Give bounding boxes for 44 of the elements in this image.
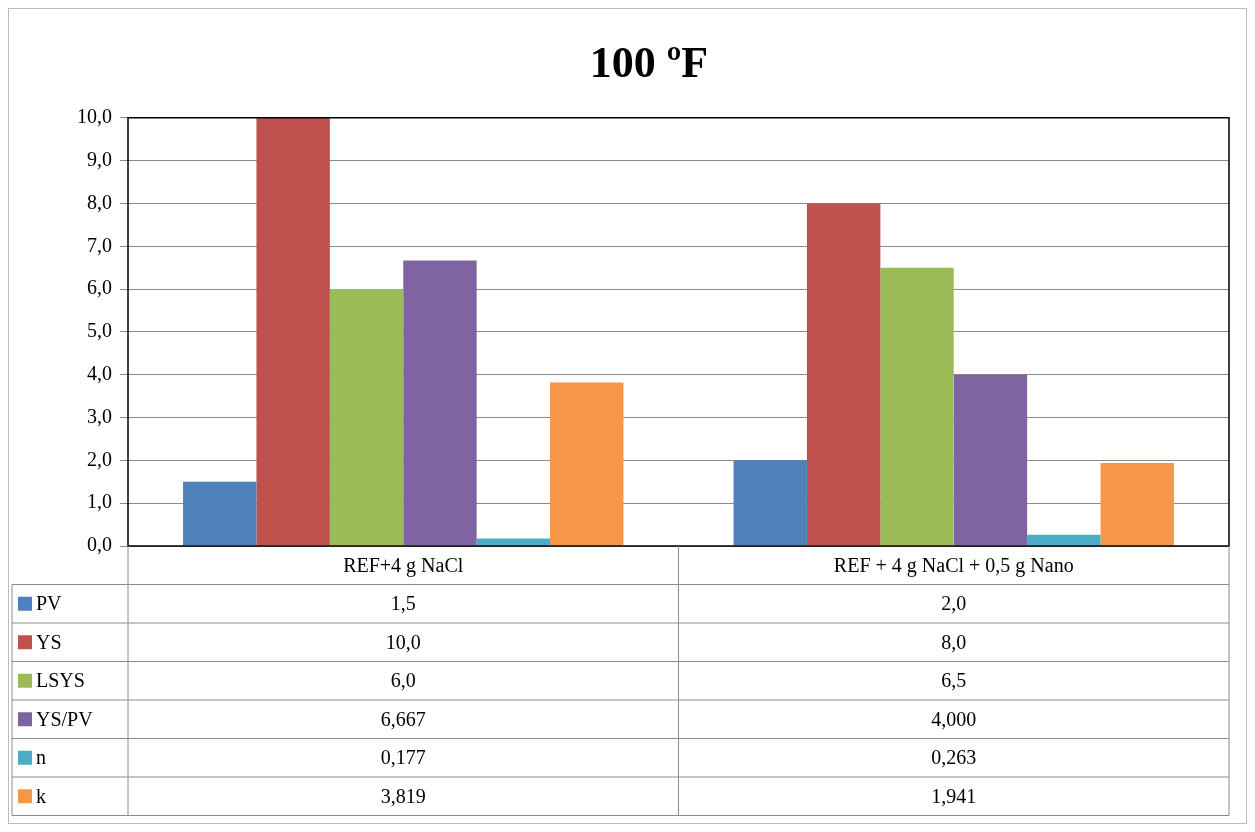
y-tick-label: 4,0 <box>87 361 112 384</box>
y-tick-label: 2,0 <box>87 447 112 470</box>
legend-label: LSYS <box>36 669 85 691</box>
y-tick-label: 9,0 <box>87 147 112 170</box>
bar <box>476 538 551 546</box>
data-label: 1,5 <box>390 592 416 614</box>
bar <box>880 267 954 546</box>
chart-title: 100 ºF <box>589 37 709 87</box>
y-tick-label: 7,0 <box>87 233 112 256</box>
data-label: 1,941 <box>931 784 977 807</box>
y-tick-label: 8,0 <box>87 190 112 213</box>
y-tick-label: 10,0 <box>77 105 112 128</box>
data-label: 8,0 <box>941 630 967 653</box>
y-tick-label: 5,0 <box>87 319 112 342</box>
legend-label: YS <box>36 630 62 653</box>
x-tick-label: REF+4 g NaCl <box>343 554 464 578</box>
bar <box>256 117 330 546</box>
bar <box>806 203 881 546</box>
bar <box>1027 534 1101 546</box>
bar <box>183 481 257 546</box>
data-label: 0,263 <box>931 746 977 768</box>
data-label: 10,0 <box>385 630 421 653</box>
bar <box>403 260 477 546</box>
legend-label: PV <box>36 592 63 614</box>
y-tick-label: 3,0 <box>87 404 112 427</box>
y-tick-label: 6,0 <box>87 276 112 299</box>
data-label: 4,000 <box>931 707 977 730</box>
x-tick-label: REF + 4 g NaCl + 0,5 g Nano <box>833 554 1074 578</box>
bar <box>550 382 624 546</box>
legend-label: YS/PV <box>36 707 94 730</box>
data-label: 6,5 <box>941 669 967 691</box>
data-label: 3,819 <box>380 784 426 807</box>
y-tick-label: 1,0 <box>87 490 112 513</box>
legend-label: n <box>36 746 46 768</box>
data-label: 6,667 <box>380 707 426 730</box>
bar <box>1100 462 1174 546</box>
bar <box>733 460 807 546</box>
bar <box>953 374 1028 546</box>
data-label: 0,177 <box>380 746 426 768</box>
y-tick-label: 0,0 <box>87 533 112 556</box>
data-label: 6,0 <box>390 669 416 691</box>
data-label: 2,0 <box>941 592 967 614</box>
bar <box>329 289 404 546</box>
legend-label: k <box>36 784 46 807</box>
